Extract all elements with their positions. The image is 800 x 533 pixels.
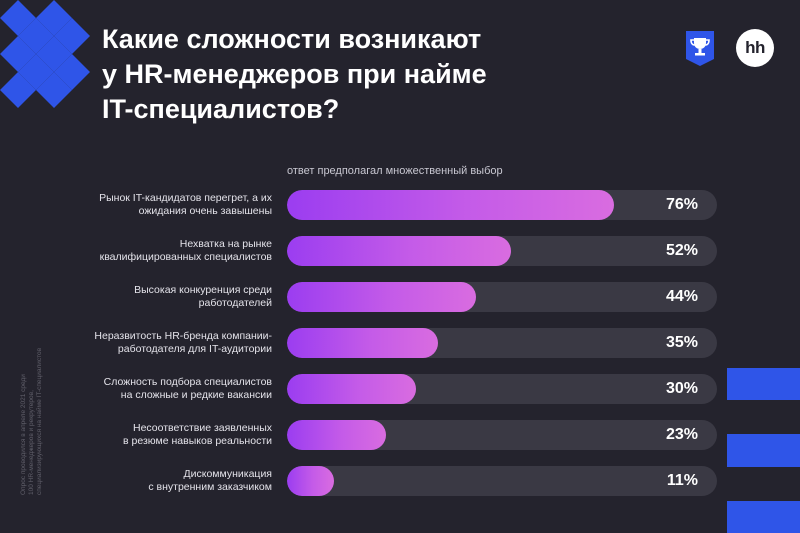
bar-category-label-line: на сложные и редкие вакансии	[120, 389, 272, 401]
bar	[287, 236, 511, 266]
bar-row: Сложность подбора специалистов на сложные…	[0, 374, 800, 404]
bar-row: Несоответствие заявленных в резюме навыко…	[0, 420, 800, 450]
bar-category-label-line: с внутренним заказчиком	[148, 481, 272, 493]
decorative-diamond-pattern	[0, 0, 90, 108]
bar-track	[287, 374, 717, 404]
bar-category-label-line: Дискоммуникация	[183, 468, 272, 480]
bar	[287, 328, 438, 358]
bar-row: Рынок IT-кандидатов перегрет, а их ожидан…	[0, 190, 800, 220]
survey-footnote-line: Опрос проводился в апреле 2021 среди	[20, 374, 27, 495]
bar-category-label-line: в резюме навыков реальности	[123, 435, 272, 447]
chart-title-line-3: IT-специалистов?	[102, 94, 340, 124]
hh-logo: hh	[736, 29, 774, 67]
chart-title-line-1: Какие сложности возникают	[102, 24, 482, 54]
bar-value-label: 30%	[665, 380, 698, 397]
multiple-choice-note: ответ предполагал множественный выбор	[287, 165, 503, 177]
bar-category-label: Дискоммуникация с внутренним заказчиком	[32, 466, 272, 496]
bar-category-label: Несоответствие заявленных в резюме навыко…	[32, 420, 272, 450]
bar-category-label: Неразвитость HR-бренда компании-работода…	[32, 328, 272, 358]
bar-value-label: 76%	[665, 196, 698, 213]
bar	[287, 466, 334, 496]
bar-value-label: 11%	[666, 472, 698, 489]
bar-row: Высокая конкуренция среди работодателей 44…	[0, 282, 800, 312]
bar-track	[287, 420, 717, 450]
bar-category-label-line: ожидания очень завышены	[138, 205, 272, 217]
bar-category-label: Сложность подбора специалистов на сложные…	[32, 374, 272, 404]
bar-category-label-line: работодателя для IT-аудитории	[117, 343, 272, 355]
chart-title-line-2: у HR-менеджеров при найме	[102, 59, 487, 89]
bar	[287, 190, 614, 220]
bar-category-label: Высокая конкуренция среди работодателей	[32, 282, 272, 312]
bar-category-label-line: Нехватка на рынке	[179, 238, 272, 250]
survey-footnote-line: специализирующихся на найме IT-специалис…	[36, 347, 43, 495]
bar	[287, 374, 416, 404]
bar-category-label-line: Неразвитость HR-бренда компании-	[94, 330, 272, 342]
bar-category-label-line: работодателей	[198, 297, 272, 309]
trophy-shield-icon	[686, 31, 714, 66]
bar-value-label: 35%	[665, 334, 698, 351]
bar-category-label-line: Рынок IT-кандидатов перегрет, а их	[99, 192, 272, 204]
bar-track	[287, 466, 717, 496]
bar-category-label: Нехватка на рынке квалифицированных специ…	[32, 236, 272, 266]
bar-value-label: 44%	[665, 288, 698, 305]
bar-category-label-line: Высокая конкуренция среди	[134, 284, 272, 296]
chart-title: Какие сложности возникают у HR-менеджеро…	[102, 22, 562, 127]
bar-category-label-line: Сложность подбора специалистов	[103, 376, 272, 388]
bar-category-label-line: квалифицированных специалистов	[99, 251, 272, 263]
bar-track	[287, 282, 717, 312]
bar-value-label: 52%	[665, 242, 698, 259]
decorative-blue-blocks	[727, 368, 800, 533]
bar-value-label: 23%	[665, 426, 698, 443]
bar-row: Дискоммуникация с внутренним заказчиком 11…	[0, 466, 800, 496]
bar-track	[287, 236, 717, 266]
bar-row: Неразвитость HR-бренда компании-работода…	[0, 328, 800, 358]
survey-footnote: Опрос проводился в апреле 2021 среди 100…	[20, 295, 44, 495]
bar	[287, 282, 476, 312]
bar-track	[287, 328, 717, 358]
bar-category-label: Рынок IT-кандидатов перегрет, а их ожидан…	[32, 190, 272, 220]
bar	[287, 420, 386, 450]
bar-row: Нехватка на рынке квалифицированных специ…	[0, 236, 800, 266]
bar-track	[287, 190, 717, 220]
survey-footnote-line: 100 HR-менеджеров и рекрутеров,	[28, 390, 35, 495]
bar-category-label-line: Несоответствие заявленных	[133, 422, 272, 434]
